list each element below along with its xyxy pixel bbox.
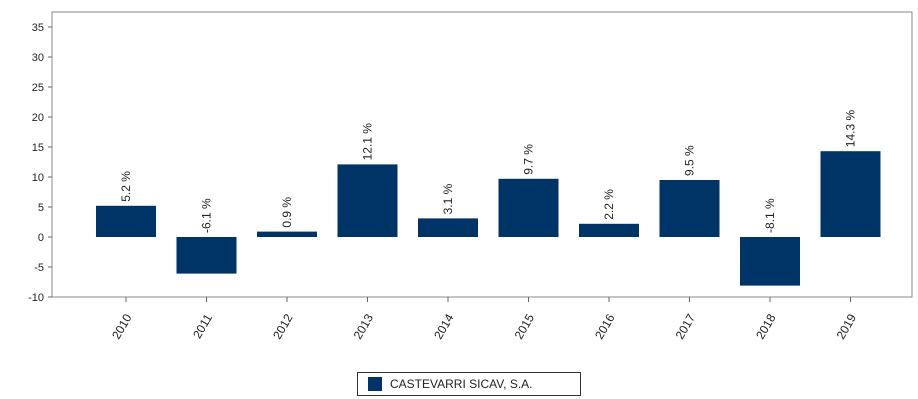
x-axis: 2010 2011 2012 2013 2014 2015 2016 2017 2018 2019 <box>109 297 859 342</box>
data-label-2013: 12.1 % <box>361 123 375 161</box>
x-tick-label: 2014 <box>431 311 457 341</box>
x-tick-label: 2019 <box>834 311 860 341</box>
data-label-2015: 9.7 % <box>522 144 536 175</box>
bar-2013 <box>337 164 398 237</box>
y-tick-label: 10 <box>32 172 44 184</box>
bar-2019 <box>820 151 881 237</box>
x-tick-label: 2017 <box>673 311 699 341</box>
data-label-2010: 5.2 % <box>119 171 133 202</box>
y-tick-label: 25 <box>32 82 44 94</box>
data-label-2017: 9.5 % <box>683 145 697 176</box>
data-label-2018: -8.1 % <box>763 198 777 233</box>
data-label-2011: -6.1 % <box>200 198 214 233</box>
bar-2012 <box>257 231 317 237</box>
plot-area-frame <box>51 11 913 298</box>
data-label-2016: 2.2 % <box>602 189 616 220</box>
x-tick-label: 2013 <box>351 311 377 341</box>
x-tick-label: 2018 <box>753 311 779 341</box>
bar-2014 <box>418 218 478 237</box>
bar-2018 <box>740 237 800 286</box>
x-tick-label: 2010 <box>109 311 135 341</box>
y-axis: -10 -5 0 5 10 15 20 25 30 35 <box>28 22 52 304</box>
bars <box>96 151 881 286</box>
legend-swatch <box>368 377 382 391</box>
bar-2010 <box>96 205 156 237</box>
data-label-2014: 3.1 % <box>441 183 455 214</box>
x-tick-label: 2011 <box>190 311 215 341</box>
y-tick-label: 0 <box>38 232 44 244</box>
x-tick-label: 2012 <box>270 311 296 341</box>
bar-2017 <box>659 180 720 237</box>
y-tick-label: -5 <box>34 262 44 274</box>
data-labels: 5.2 % -6.1 % 0.9 % 12.1 % 3.1 % 9.7 % 2.2 % 9.5… <box>119 110 858 233</box>
y-tick-label: 5 <box>38 202 44 214</box>
bar-2011 <box>176 237 237 274</box>
y-tick-label: 15 <box>32 142 44 154</box>
data-label-2012: 0.9 % <box>280 197 294 228</box>
legend: CASTEVARRI SICAV, S.A. <box>357 372 581 396</box>
bar-2016 <box>579 223 639 237</box>
y-tick-label: 35 <box>32 22 44 34</box>
y-tick-label: -10 <box>28 292 44 304</box>
data-label-2019: 14.3 % <box>844 110 858 148</box>
y-tick-label: 20 <box>32 112 44 124</box>
bar-2015 <box>498 178 559 237</box>
x-tick-label: 2015 <box>512 311 538 341</box>
x-tick-label: 2016 <box>592 311 618 341</box>
legend-label: CASTEVARRI SICAV, S.A. <box>390 377 533 391</box>
y-tick-label: 30 <box>32 52 44 64</box>
